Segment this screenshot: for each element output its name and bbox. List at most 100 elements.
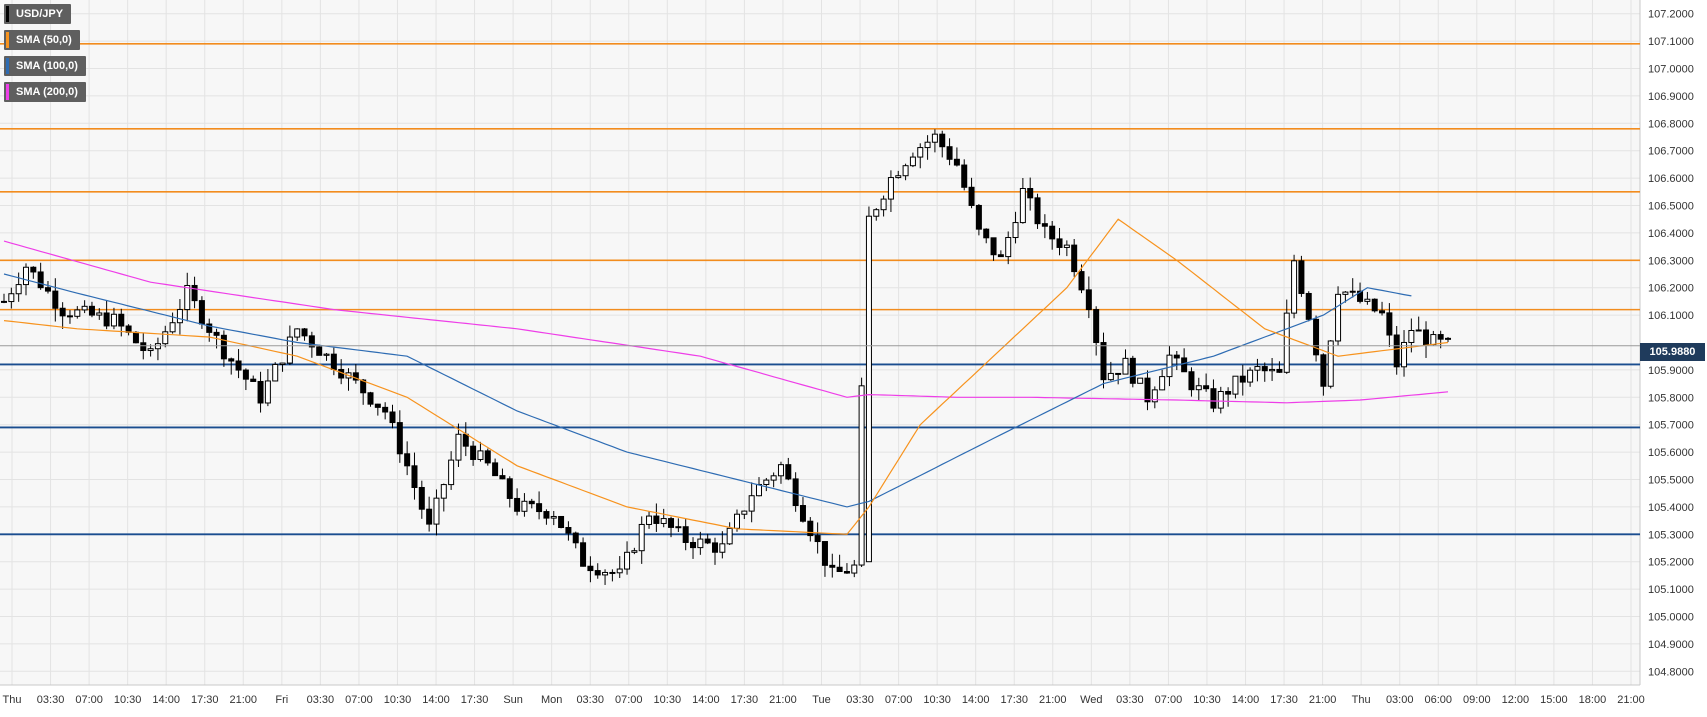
x-tick-label: 15:00 [1540,694,1568,706]
candle-body [30,266,37,273]
candle-body [755,483,762,497]
candle-body [1195,385,1202,391]
legend-sma200[interactable]: SMA (200,0) [4,82,86,102]
candle-body [1129,357,1136,384]
legend-sma50[interactable]: SMA (50,0) [4,30,80,50]
candle-body [1364,298,1371,302]
candle-body [770,475,777,481]
legend-sma200-label: SMA (200,0) [16,86,78,98]
candle-body [140,342,147,352]
x-tick-label: 14:00 [422,694,450,706]
x-tick-label: 17:30 [1270,694,1298,706]
candle-body [132,331,139,344]
candle-body [660,518,667,524]
x-tick-label: 21:00 [1039,694,1067,706]
candle-body [990,237,997,256]
candle-body [821,541,828,566]
candle-body [1423,329,1430,346]
x-tick-label: Mon [541,694,562,706]
candle-body [565,526,572,534]
candle-body [96,312,103,316]
candle-body [1085,289,1092,311]
candle-body [1254,366,1261,371]
candle-body [690,541,697,549]
candle-body [294,328,301,338]
candle-body [521,500,528,512]
candle-body [272,363,279,382]
candle-body [74,309,81,317]
candle-body [880,198,887,211]
candle-body [953,158,960,166]
candle-body [975,204,982,230]
x-tick-label: 17:30 [461,694,489,706]
candle-body [836,566,843,573]
x-tick-label: 10:30 [654,694,682,706]
x-tick-label: 12:00 [1502,694,1530,706]
x-tick-label: 03:30 [846,694,874,706]
y-tick-label: 104.9000 [1648,639,1694,651]
candle-body [1247,369,1254,383]
candle-body [887,177,894,200]
candle-body [799,505,806,522]
candle-body [22,266,29,286]
candle-body [440,484,447,499]
y-tick-label: 106.2000 [1648,283,1694,295]
y-tick-label: 106.5000 [1648,201,1694,213]
y-tick-label: 106.8000 [1648,118,1694,130]
legend-sma100[interactable]: SMA (100,0) [4,56,86,76]
candle-body [1327,340,1334,387]
candle-body [448,459,455,486]
candle-body [939,133,946,148]
plot-background [0,0,1640,685]
candle-body [220,334,227,360]
x-tick-label: 07:00 [345,694,373,706]
candle-body [88,305,95,316]
candle-body [279,362,286,365]
y-tick-label: 106.6000 [1648,173,1694,185]
candle-body [983,228,990,239]
candle-body [404,453,411,467]
candle-body [118,313,125,327]
sma50-line [3,218,1449,535]
y-tick-label: 106.1000 [1648,310,1694,322]
x-tick-label: 21:00 [1309,694,1337,706]
x-tick-label: 14:00 [692,694,720,706]
candle-body [382,406,389,413]
x-tick-label: 07:00 [1155,694,1183,706]
legend-instrument-label: USD/JPY [16,8,64,20]
candle-body [909,156,916,167]
candle-body [110,313,117,327]
candle-body [1357,290,1364,302]
candle-body [360,379,367,394]
candle-body [374,403,381,408]
y-tick-label: 105.6000 [1648,447,1694,459]
candle-body [631,550,638,553]
candle-body [873,209,880,217]
candle-body [609,571,616,574]
legend-sma100-label: SMA (100,0) [16,60,78,72]
candle-body [426,508,433,525]
candle-body [704,538,711,544]
x-tick-label: 09:00 [1463,694,1491,706]
candle-body [198,300,205,325]
candle-body [924,141,931,149]
sma200-line [3,240,1449,404]
candle-body [352,372,359,381]
candle-body [1408,330,1415,343]
legend-instrument[interactable]: USD/JPY [4,4,72,24]
x-tick-label: 17:30 [191,694,219,706]
candle-body [462,433,469,447]
candle-body [411,465,418,488]
y-tick-label: 106.9000 [1648,91,1694,103]
candle-body [668,518,675,528]
legend-sma50-label: SMA (50,0) [16,34,72,46]
x-tick-label: 21:00 [769,694,797,706]
x-tick-label: 06:00 [1424,694,1452,706]
candle-body [330,353,337,370]
candle-body [470,445,477,460]
candle-body [572,532,579,544]
candle-body [763,479,770,485]
x-tick-label: 14:00 [152,694,180,706]
